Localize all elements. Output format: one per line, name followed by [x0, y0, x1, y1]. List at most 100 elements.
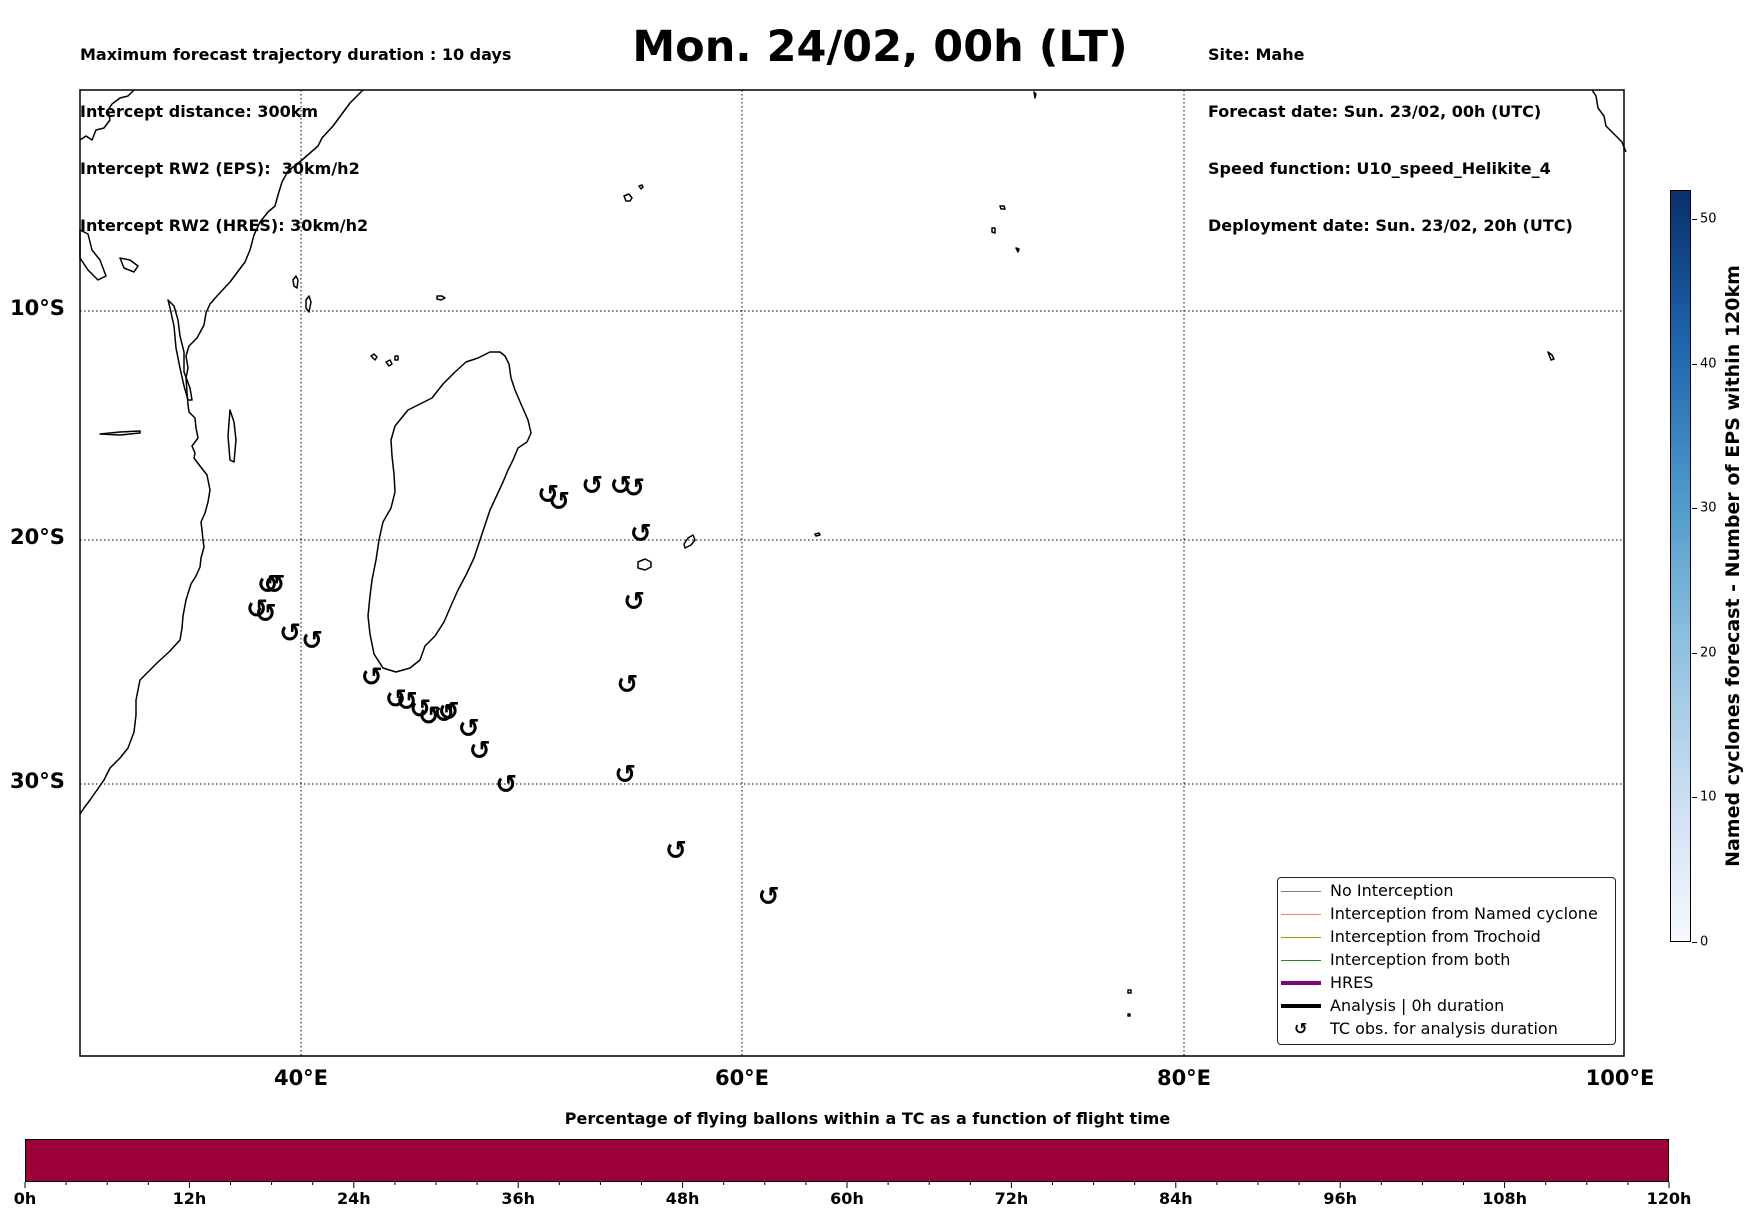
island-cocos	[1547, 351, 1555, 361]
lon-label-100e: 100°E	[1585, 1066, 1655, 1090]
tc-obs-marker: ↺	[433, 699, 455, 729]
tc-obs-marker: ↺	[495, 770, 517, 800]
header-right-line-1: Site: Mahe	[1208, 45, 1305, 64]
tc-obs-marker: ↺	[610, 471, 632, 501]
header-left-line-2: Intercept distance: 300km	[80, 102, 319, 121]
colorbar-tick	[1692, 508, 1697, 510]
colorbar-tick-label: 20	[1700, 645, 1717, 661]
legend-label: Interception from both	[1330, 950, 1511, 969]
tc-obs-marker: ↺	[396, 687, 418, 717]
lake-tanganyika	[167, 299, 193, 401]
legend-analysis: Analysis | 0h duration	[1278, 995, 1615, 1018]
tc-obs-marker: ↺	[409, 694, 431, 724]
flight-time-label: 108h	[1482, 1189, 1527, 1208]
legend-label: Interception from Trochoid	[1330, 927, 1541, 946]
lon-label-80e: 80°E	[1156, 1066, 1212, 1090]
colorbar-tick-label: 30	[1700, 500, 1717, 516]
colorbar-tick-label: 50	[1700, 211, 1717, 227]
island-reunion	[637, 558, 652, 571]
flight-time-label: 36h	[501, 1189, 536, 1208]
island-maldives-top	[1033, 91, 1037, 99]
island-mauritius	[683, 534, 696, 549]
header-left-line-1: Maximum forecast trajectory duration : 1…	[80, 45, 512, 64]
island-zanzibar	[305, 295, 312, 313]
island-aldabra	[436, 295, 446, 301]
lat-label-20s: 20°S	[10, 525, 65, 549]
header-right: Site: Mahe Forecast date: Sun. 23/02, 00…	[1208, 7, 1573, 254]
colorbar-tick-label: 10	[1700, 789, 1717, 805]
flight-time-label: 24h	[336, 1189, 371, 1208]
flight-time-label: 60h	[830, 1189, 864, 1208]
header-right-line-3: Speed function: U10_speed_Helikite_4	[1208, 159, 1551, 178]
island-comoros-3	[394, 355, 399, 361]
legend-swatch-hres	[1281, 981, 1321, 985]
tc-obs-marker: ↺	[246, 594, 268, 624]
header-left-line-4: Intercept RW2 (HRES): 30km/h2	[80, 216, 369, 235]
map-legend: No Interception Interception from Named …	[1277, 877, 1616, 1045]
island-comoros-2	[385, 359, 393, 367]
island-chagos-2	[991, 227, 996, 234]
tc-obs-marker: ↺	[616, 670, 638, 700]
legend-swatch-named-cyclone	[1281, 914, 1321, 915]
legend-named-cyclone: Interception from Named cyclone	[1278, 903, 1615, 926]
colorbar-tick-label: 0	[1700, 934, 1709, 950]
legend-hres: HRES	[1278, 972, 1615, 995]
island-comoros-1	[370, 353, 378, 361]
island-chagos-1	[999, 205, 1006, 210]
flight-time-bar	[25, 1139, 1669, 1182]
map-title: Mon. 24/02, 00h (LT)	[632, 22, 1128, 72]
legend-label: Interception from Named cyclone	[1330, 904, 1598, 923]
colorbar-tick	[1692, 218, 1697, 220]
tc-obs-marker: ↺	[469, 736, 491, 766]
tc-obs-marker: ↺	[279, 619, 301, 649]
legend-swatch-analysis	[1281, 1004, 1321, 1008]
colorbar-tick	[1692, 363, 1697, 365]
sumatra-coastline	[1591, 89, 1627, 153]
coastlines	[79, 89, 1627, 1017]
legend-label: HRES	[1330, 973, 1374, 992]
tc-obs-marker: ↺	[458, 714, 480, 744]
madagascar-coastline	[367, 351, 532, 673]
colorbar-label: Named cyclones forecast - Number of EPS …	[1722, 265, 1744, 867]
tc-obs-marker: ↺	[581, 471, 603, 501]
tc-obs-marker: ↺	[257, 570, 279, 600]
map-frame	[79, 89, 1625, 1057]
legend-tc-obs: ↺ TC obs. for analysis duration	[1278, 1018, 1615, 1041]
flight-time-label: 120h	[1646, 1189, 1692, 1208]
legend-swatch-trochoid	[1281, 937, 1321, 938]
africa-coastline-west-piece	[79, 89, 135, 141]
tc-obs-marker: ↺	[614, 760, 636, 790]
tc-obs-marker: ↺	[264, 570, 286, 600]
tc-obs-marker: ↺	[361, 663, 383, 693]
flight-time-label: 0h	[13, 1189, 37, 1208]
horn-fragment	[79, 229, 107, 281]
legend-label: Analysis | 0h duration	[1330, 996, 1505, 1015]
island-mahe	[623, 193, 633, 202]
lat-label-10s: 10°S	[10, 296, 65, 320]
lon-label-40e: 40°E	[273, 1066, 329, 1090]
legend-label: TC obs. for analysis duration	[1330, 1019, 1558, 1038]
legend-no-interception: No Interception	[1278, 880, 1615, 903]
flight-bar-title: Percentage of flying ballons within a TC…	[564, 1109, 1171, 1128]
colorbar-tick	[1692, 652, 1697, 654]
island-pemba	[292, 275, 299, 289]
africa-coastline	[79, 89, 364, 815]
flight-time-label: 84h	[1158, 1189, 1193, 1208]
tc-obs-marker: ↺	[385, 685, 407, 715]
header-left-line-3: Intercept RW2 (EPS): 30km/h2	[80, 159, 360, 178]
flight-time-label: 12h	[172, 1189, 207, 1208]
flight-time-label: 48h	[665, 1189, 700, 1208]
tc-obs-marker: ↺	[301, 626, 323, 656]
tc-obs-marker: ↺	[630, 519, 652, 549]
island-praslin	[638, 184, 644, 190]
island-chagos-3	[1015, 247, 1020, 253]
tc-obs-marker: ↺	[623, 473, 645, 503]
gridlines	[80, 90, 1624, 1056]
tc-symbol-icon: ↺	[1294, 1019, 1308, 1038]
tc-obs-marker: ↺	[758, 882, 780, 912]
tc-obs-marker: ↺	[548, 487, 570, 517]
colorbar-tick-label: 40	[1700, 356, 1717, 372]
legend-both: Interception from both	[1278, 949, 1615, 972]
flight-time-label: 96h	[1323, 1189, 1358, 1208]
